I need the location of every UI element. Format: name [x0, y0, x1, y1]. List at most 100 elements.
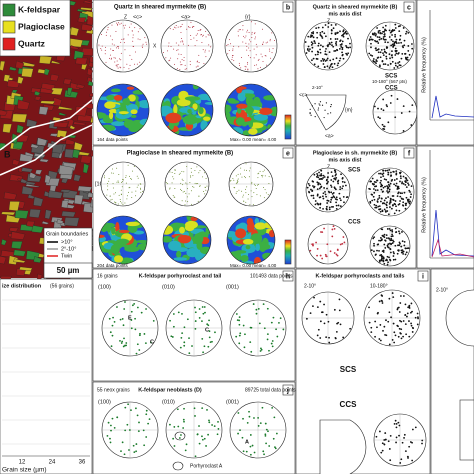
- pole-point: [117, 203, 119, 205]
- pole-point: [408, 320, 410, 322]
- pole-point: [328, 336, 330, 339]
- pole-point: [116, 416, 119, 419]
- pole-point: [169, 423, 171, 426]
- pole-point: [336, 64, 339, 67]
- pole-point: [416, 312, 419, 315]
- pole-point: [138, 334, 141, 337]
- pole-point: [238, 29, 240, 31]
- pole-point: [386, 210, 389, 212]
- pole-label: (010): [162, 284, 175, 290]
- pole-point: [175, 24, 177, 26]
- pole-point: [137, 38, 139, 40]
- pole-point: [377, 205, 380, 208]
- grain: [58, 164, 74, 176]
- pole-point: [237, 432, 239, 435]
- pole-point: [385, 55, 388, 58]
- pole-point: [278, 321, 280, 324]
- pole-point: [389, 57, 391, 60]
- pole-point: [399, 462, 402, 464]
- pole-point: [343, 181, 346, 184]
- pole-point: [123, 179, 125, 181]
- pole-point: [247, 63, 249, 65]
- pole-point: [178, 437, 181, 439]
- pole-point: [370, 331, 373, 334]
- grain: [13, 141, 24, 150]
- grain: [80, 155, 93, 164]
- pole-point: [341, 242, 344, 245]
- pole-point: [309, 48, 311, 51]
- pole-point: [330, 32, 333, 35]
- density-blob: [130, 114, 137, 118]
- pole-point: [378, 430, 381, 433]
- pole-point: [324, 193, 327, 196]
- pole-point: [130, 327, 133, 330]
- pole-point: [255, 312, 258, 315]
- pole-point: [329, 38, 332, 40]
- pole-point: [250, 350, 253, 353]
- pole-point: [381, 255, 384, 258]
- pole-point: [411, 43, 413, 45]
- pole-point: [213, 425, 216, 428]
- pole-point: [119, 58, 121, 60]
- pole-point: [349, 327, 352, 330]
- pole-point: [183, 341, 186, 344]
- pole-point: [249, 434, 252, 436]
- pole-point: [152, 319, 155, 322]
- density-blob: [163, 235, 173, 243]
- pole-label: (001): [226, 399, 239, 405]
- pole-point: [336, 254, 339, 257]
- pole-point: [319, 104, 321, 106]
- pole-point: [113, 426, 116, 429]
- pole-point: [118, 181, 120, 183]
- pole-point: [402, 295, 405, 297]
- pole-point: [318, 178, 321, 181]
- pole-point: [312, 243, 314, 246]
- pole-point: [334, 38, 337, 40]
- density-blob: [99, 234, 105, 239]
- pole-point: [373, 250, 375, 253]
- pole-point: [405, 32, 407, 35]
- pole-point: [408, 445, 411, 448]
- pole-point: [101, 45, 103, 47]
- pole-point: [377, 116, 380, 119]
- pole-point: [324, 24, 327, 26]
- pole-point: [226, 45, 228, 47]
- density-blob: [137, 242, 147, 251]
- pole-point: [263, 453, 265, 456]
- pole-point: [370, 42, 372, 45]
- pole-point: [421, 442, 423, 445]
- density-blob: [125, 221, 140, 227]
- pole-point: [184, 204, 186, 206]
- pole-point: [319, 31, 322, 34]
- pole-point: [193, 407, 196, 410]
- pole-point: [247, 198, 249, 200]
- pole-point: [398, 424, 401, 427]
- pole-point: [379, 200, 382, 203]
- pole-point: [402, 27, 405, 29]
- pole-point: [120, 52, 122, 54]
- pole-point: [230, 179, 232, 181]
- pole-point: [167, 50, 169, 52]
- pole-point: [380, 197, 383, 200]
- pole-point: [133, 451, 136, 453]
- pole-point: [378, 38, 381, 41]
- pole-point: [400, 328, 403, 331]
- panel-subtitle: mis axis dist: [328, 157, 361, 163]
- grain: [76, 83, 86, 89]
- density-blob: [245, 244, 251, 250]
- pole-point: [330, 205, 333, 208]
- pole-point: [325, 205, 328, 208]
- grain: [61, 211, 76, 218]
- pole-point: [368, 187, 371, 190]
- pole-point: [247, 69, 249, 71]
- pole-point: [339, 30, 341, 33]
- pole-point: [252, 204, 254, 206]
- pole-point: [380, 253, 383, 256]
- legend-swatch: [2, 37, 16, 51]
- density-blob: [247, 222, 254, 233]
- pole-point: [317, 176, 320, 179]
- pole-point: [121, 340, 124, 343]
- pole-point: [120, 450, 122, 452]
- pole-point: [314, 42, 317, 45]
- pole-point: [337, 62, 340, 65]
